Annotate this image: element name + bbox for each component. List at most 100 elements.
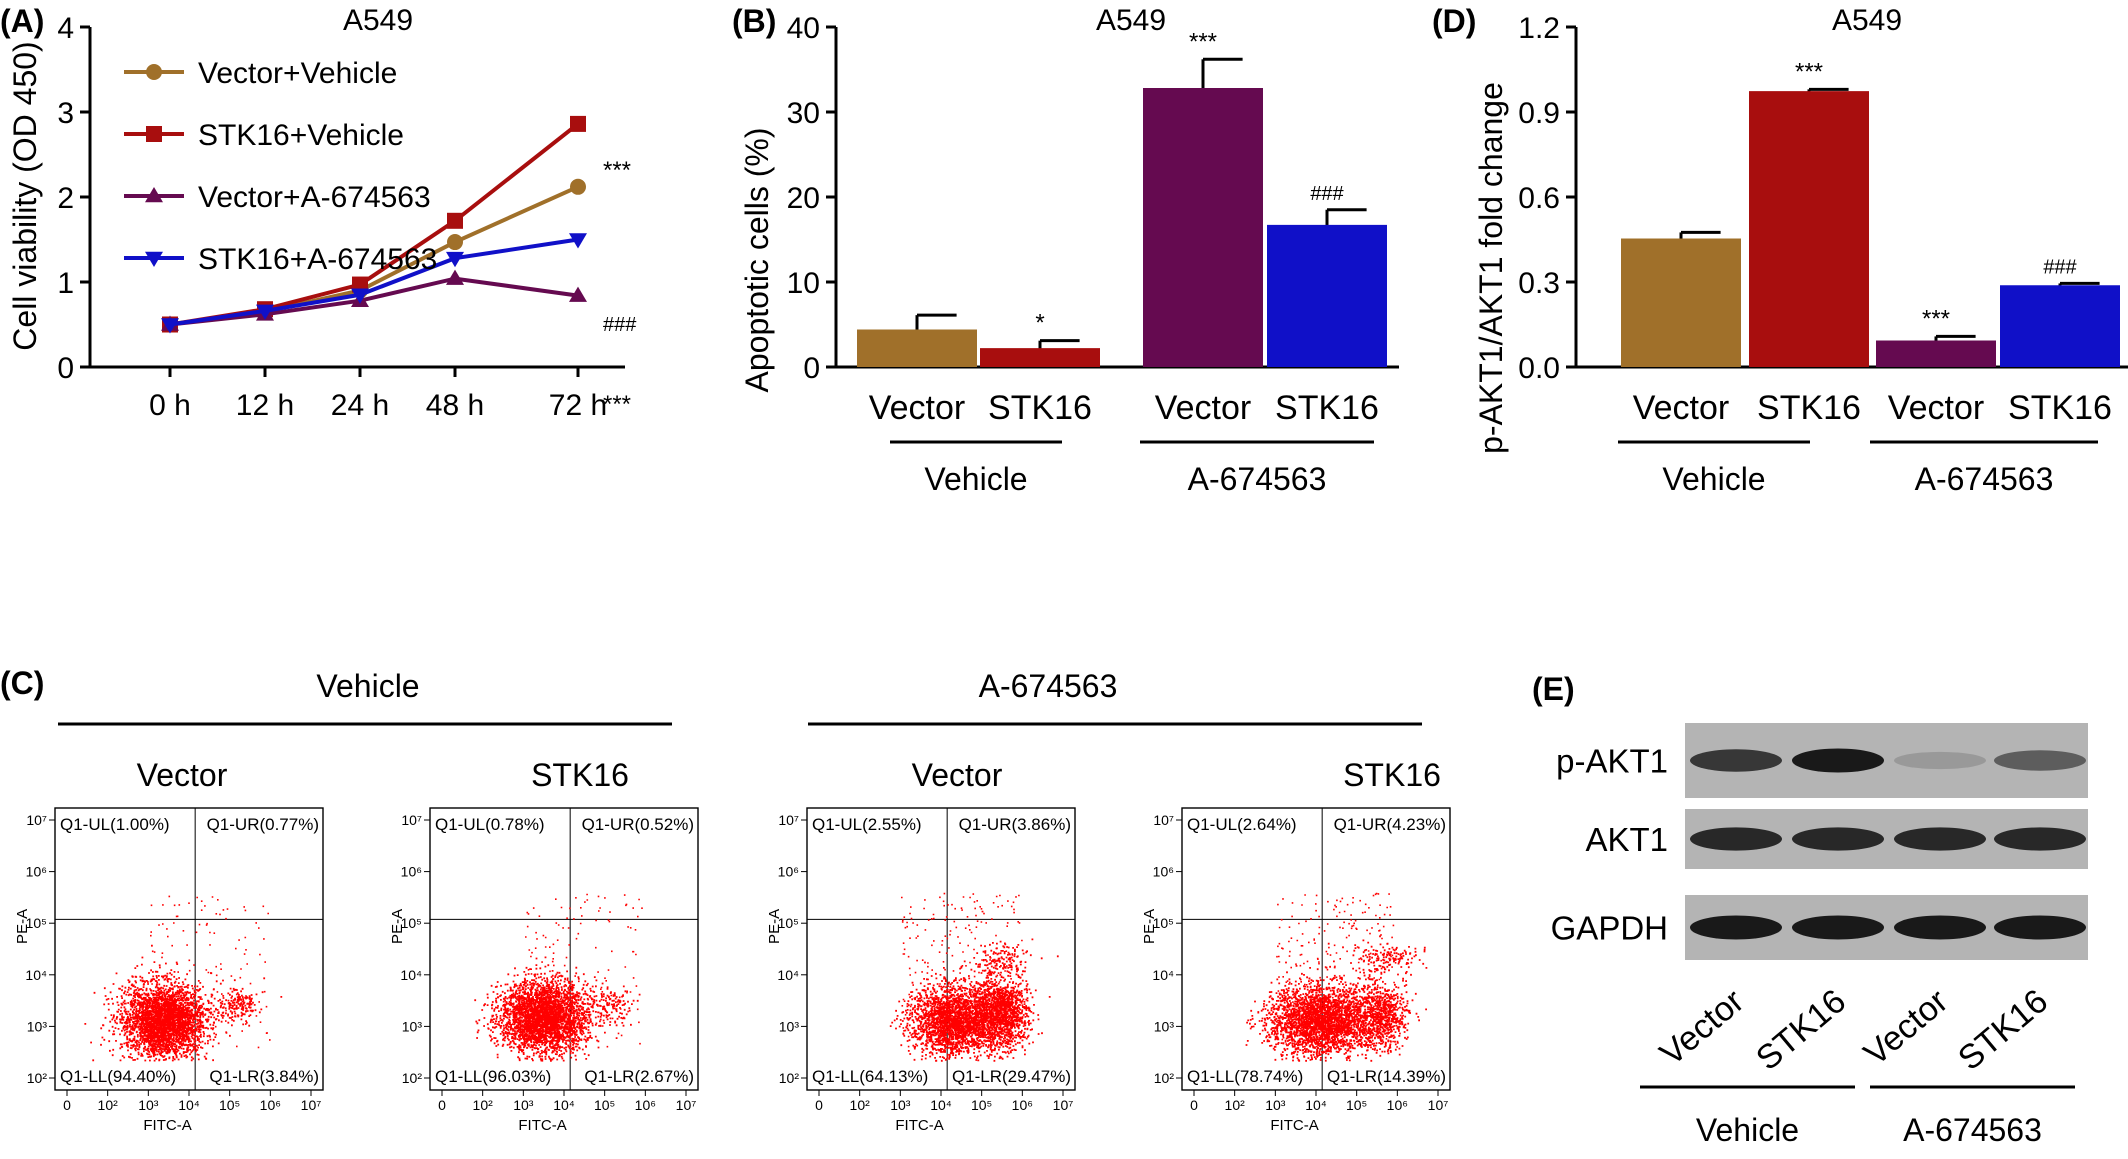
panel-a-point <box>446 251 464 268</box>
panel-c-plot-ytick-label: 10⁶ <box>1153 864 1174 880</box>
panel-b-category-label: STK16 <box>988 389 1092 427</box>
panel-c-plot-dots <box>950 957 1051 1060</box>
panel-c-plot-ytick-label: 10³ <box>27 1018 48 1034</box>
panel-c-plot-xlabel: FITC-A <box>1270 1117 1318 1134</box>
panel-c-plot-xtick-label: 10⁴ <box>930 1097 952 1113</box>
panel-a-point <box>569 286 587 302</box>
panel-d-ytick-label: 0.0 <box>1518 352 1560 385</box>
panel-d-bar <box>2000 286 2120 367</box>
panel-a-ytick-label: 1 <box>57 267 74 300</box>
panel-c-plot-ul: Q1-UL(0.78%) <box>435 815 545 834</box>
panel-e-lane-label: Vector <box>1653 982 1751 1073</box>
panel-a-ylabel: Cell viability (OD 450) <box>7 41 43 350</box>
panel-c-plot-dots <box>210 977 283 1027</box>
panel-c-group-drug: A-674563 <box>979 668 1118 704</box>
panel-c-plot-dots <box>1330 968 1427 1057</box>
panel-c-plot-xtick-label: 10⁶ <box>1012 1097 1033 1113</box>
panel-b-sig-label: * <box>1035 310 1044 337</box>
panel-e-row-label: p-AKT1 <box>1556 743 1668 780</box>
panel-b-ytick-label: 40 <box>787 12 820 45</box>
panel-a-ytick-label: 0 <box>57 352 74 385</box>
panel-d-ytick-label: 0.9 <box>1518 97 1560 130</box>
panel-c-plot-xtick-label: 10⁷ <box>1428 1097 1449 1113</box>
panel-b-ytick-label: 0 <box>803 352 820 385</box>
panel-a-sig-stk16-drug: ### <box>603 314 637 336</box>
panel-c-plot-xtick-label: 10⁵ <box>971 1097 992 1113</box>
panel-c-plot-ytick-label: 10³ <box>402 1018 423 1034</box>
panel-c-plot-xtick-label: 10⁶ <box>1387 1097 1408 1113</box>
panel-a-legend-marker <box>146 126 162 142</box>
panel-c-plot-ul: Q1-UL(2.55%) <box>812 815 922 834</box>
panel-c-plot-xtick-label: 10³ <box>890 1097 911 1113</box>
panel-c-letter: (C) <box>0 665 44 701</box>
panel-d-category-label: STK16 <box>1757 389 1861 427</box>
panel-e-band <box>1690 827 1782 851</box>
panel-c-plot-lr: Q1-LR(2.67%) <box>584 1067 694 1086</box>
panel-c-plot-xlabel: FITC-A <box>895 1117 943 1134</box>
panel-c-plot-xtick-label: 10⁷ <box>1053 1097 1074 1113</box>
panel-d-category-label: Vector <box>1888 389 1984 427</box>
panel-a-sig-stk16-vehicle: *** <box>603 157 631 184</box>
panel-c-plot-xtick-label: 10² <box>1225 1097 1246 1113</box>
panel-c-plot-ytick-label: 10⁴ <box>1152 967 1174 983</box>
panel-a-letter: (A) <box>0 3 44 39</box>
panel-d-title: A549 <box>1832 4 1902 37</box>
panel-c-flow-cytometry: Vehicle A-674563 Vector Q1-UL(1.00%) Q1-UR… <box>14 668 1451 1134</box>
panel-c-plot-xtick-label: 10⁷ <box>676 1097 697 1113</box>
panel-c-plot-xlabel: FITC-A <box>143 1117 191 1134</box>
panel-a-legend-label: STK16+A-674563 <box>198 243 437 276</box>
panel-e-band <box>1894 751 1986 770</box>
panel-c-plot-lr: Q1-LR(3.84%) <box>209 1067 319 1086</box>
panel-c-plot-ur: Q1-UR(3.86%) <box>959 815 1071 834</box>
panel-b-bar <box>857 330 977 367</box>
panel-e-band <box>1894 827 1986 851</box>
panel-a-point <box>447 212 463 229</box>
panel-e-lane-label: STK16 <box>1749 982 1853 1078</box>
panel-c-plot-frame <box>806 807 1076 1091</box>
panel-c-plot-ul: Q1-UL(2.64%) <box>1187 815 1297 834</box>
panel-c-plot-xtick-label: 10⁴ <box>553 1097 575 1113</box>
panel-c-plot-ytick-label: 10² <box>402 1070 423 1086</box>
panel-a-title: A549 <box>343 4 413 37</box>
panel-a-legend-marker <box>145 187 163 203</box>
panel-c-plot-ytick-label: 10² <box>1154 1070 1175 1086</box>
panel-c-plot-ylabel: PE-A <box>1141 909 1158 944</box>
panel-a-xtick-label: 0 h <box>149 389 191 422</box>
panel-c-plot-xtick-label: 0 <box>815 1097 823 1113</box>
panel-b-ytick-label: 30 <box>787 97 820 130</box>
panel-c-plot-dots <box>1327 935 1428 980</box>
panel-e-band <box>1994 750 2086 771</box>
panel-c-plot-ytick-label: 10⁵ <box>401 915 422 931</box>
panel-a-ytick-label: 2 <box>57 182 74 215</box>
panel-b-category-label: Vector <box>1155 389 1251 427</box>
panel-c-plot-label: Vector <box>912 757 1003 793</box>
panel-c-plot-xtick-label: 10⁵ <box>219 1097 240 1113</box>
panel-c-plot-ytick-label: 10² <box>779 1070 800 1086</box>
panel-d-sig-label: *** <box>1795 58 1823 85</box>
panel-e-row-label: AKT1 <box>1585 821 1668 858</box>
panel-c-plot-xtick-label: 10⁷ <box>301 1097 322 1113</box>
panel-c-plot-lr: Q1-LR(14.39%) <box>1327 1067 1446 1086</box>
panel-a-ytick-label: 3 <box>57 97 74 130</box>
panel-c-plot-dots <box>84 944 234 1062</box>
panel-c-plot-ur: Q1-UR(0.52%) <box>582 815 694 834</box>
panel-a-point <box>256 304 274 320</box>
panel-a-series-line <box>169 122 580 327</box>
panel-c-plot-xtick-label: 10³ <box>1265 1097 1286 1113</box>
panel-a-point <box>351 288 369 304</box>
panel-c-plot-xlabel: FITC-A <box>518 1117 566 1134</box>
panel-b-category-label: STK16 <box>1275 389 1379 427</box>
panel-a-xtick-label: 72 h <box>549 389 607 422</box>
panel-c-plot-dots <box>970 938 1059 986</box>
panel-c-plot-dots <box>474 956 624 1062</box>
panel-e-lane-label: Vector <box>1857 982 1955 1073</box>
panel-c-plot-ylabel: PE-A <box>14 909 31 944</box>
panel-a-point <box>161 318 179 334</box>
panel-c-plot-ll: Q1-LL(78.74%) <box>1187 1067 1303 1086</box>
panel-c-plot-xtick-label: 10⁴ <box>178 1097 200 1113</box>
panel-c-plot-label: STK16 <box>1343 757 1441 793</box>
panel-a-legend-label: STK16+Vehicle <box>198 119 404 152</box>
panel-a-point <box>446 269 464 285</box>
